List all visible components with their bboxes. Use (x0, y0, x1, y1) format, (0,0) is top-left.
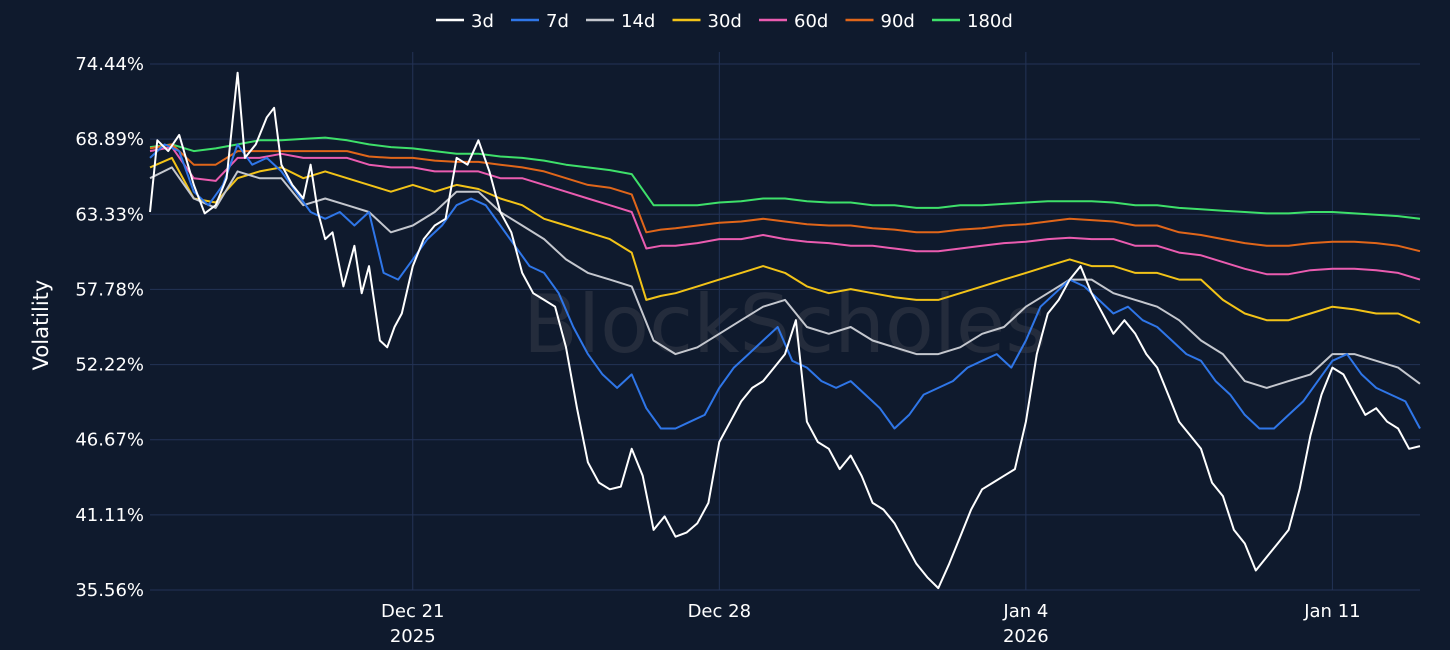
legend-item-14d[interactable]: 14d (586, 11, 655, 32)
y-tick-label: 46.67% (75, 430, 144, 451)
legend-item-7d[interactable]: 7d (511, 11, 569, 32)
legend: 3d 7d 14d 30d 60d 90d 180d (436, 11, 1013, 32)
x-tick-sublabel: 2026 (1003, 626, 1049, 647)
series-line-90d (149, 143, 1421, 253)
legend-label: 180d (967, 11, 1013, 32)
legend-label: 30d (708, 11, 742, 32)
x-tick-label: Jan 11 (1303, 601, 1360, 622)
legend-label: 3d (471, 11, 494, 32)
series-line-60d (149, 146, 1421, 281)
legend-label: 90d (881, 11, 915, 32)
series-layer (149, 71, 1421, 590)
y-tick-label: 57.78% (75, 279, 144, 300)
y-tick-label: 68.89% (75, 129, 144, 150)
series-line-30d (149, 156, 1421, 324)
y-tick-label: 35.56% (75, 580, 144, 601)
x-tick-label: Dec 21 (381, 601, 444, 622)
legend-label: 14d (621, 11, 655, 32)
legend-item-180d[interactable]: 180d (932, 11, 1013, 32)
series-line-14d (149, 166, 1421, 389)
watermark-layer: BlockScholes (523, 278, 1047, 371)
legend-label: 7d (546, 11, 569, 32)
y-tick-label: 52.22% (75, 355, 144, 376)
legend-item-60d[interactable]: 60d (759, 11, 828, 32)
y-tick-label: 63.33% (75, 204, 144, 225)
legend-item-3d[interactable]: 3d (436, 11, 494, 32)
x-tick-label: Dec 28 (688, 601, 751, 622)
watermark-text: BlockScholes (523, 278, 1047, 371)
legend-label: 60d (794, 11, 828, 32)
grid-layer (150, 52, 1420, 591)
series-line-180d (149, 136, 1421, 220)
x-tick-label: Jan 4 (1002, 601, 1048, 622)
series-line-3d (149, 71, 1421, 590)
y-tick-label: 41.11% (75, 505, 144, 526)
legend-item-90d[interactable]: 90d (845, 11, 915, 32)
x-tick-sublabel: 2025 (390, 626, 436, 647)
axis-layer: 35.56% 41.11% 46.67% 52.22% 57.78% 63.33% 68.8… (75, 54, 1360, 647)
y-tick-label: 74.44% (75, 54, 144, 75)
series-line-7d (149, 143, 1421, 430)
y-axis-title: Volatility (29, 280, 53, 371)
legend-item-30d[interactable]: 30d (672, 11, 742, 32)
